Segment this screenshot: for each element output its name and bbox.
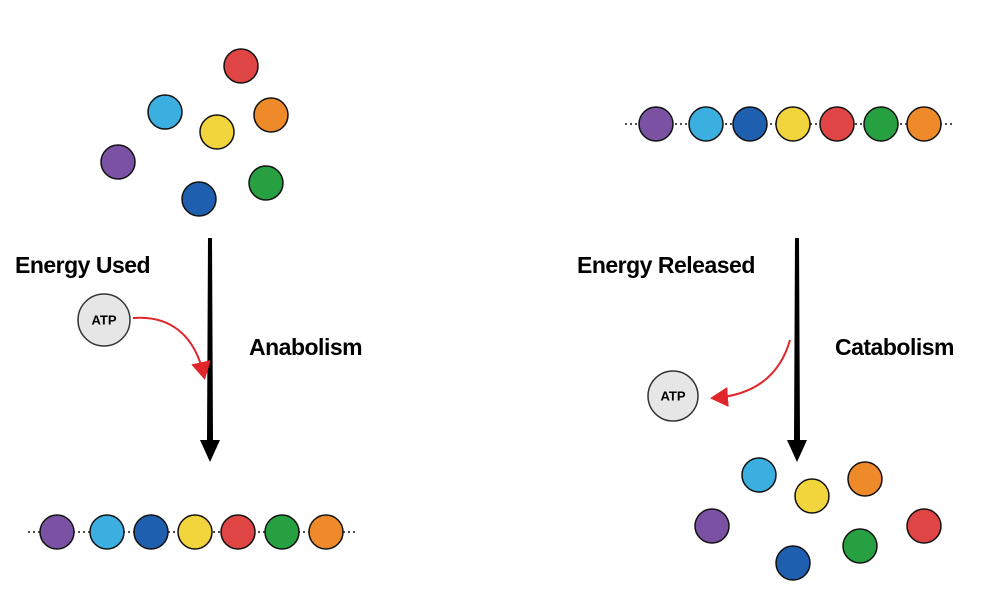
- process-label: Catabolism: [835, 334, 954, 360]
- energy-arrow: [132, 316, 211, 380]
- process-arrow-right: [787, 238, 807, 462]
- process-label: Anabolism: [249, 334, 362, 360]
- process-arrow-left: [200, 238, 220, 462]
- molecule-chain-left: [28, 514, 355, 550]
- energy-arrow: [710, 339, 791, 407]
- atp-label: ATP: [91, 312, 116, 327]
- atp-badge-left: ATP: [77, 293, 131, 347]
- energy-label: Energy Used: [15, 252, 150, 278]
- scattered-molecules-left: [100, 48, 289, 217]
- molecule-chain-right: [625, 106, 953, 142]
- atp-badge-right: ATP: [647, 370, 699, 422]
- energy-label: Energy Released: [577, 252, 755, 278]
- atp-label: ATP: [660, 388, 685, 403]
- scattered-molecules-right: [694, 457, 942, 581]
